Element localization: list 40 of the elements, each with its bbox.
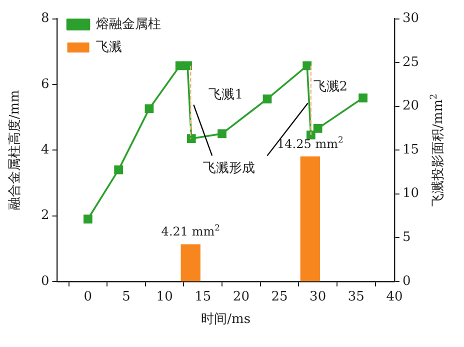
point (144, 104, 154, 114)
x-tick-label: 15 (194, 290, 212, 305)
y-tick-label: 6 (40, 76, 50, 92)
y2-tick-label: 10 (402, 186, 420, 202)
y2-tick-label: 15 (402, 142, 420, 158)
x-tick-label: 25 (271, 290, 288, 305)
point (183, 61, 192, 70)
y2-tick-label: 25 (402, 54, 420, 70)
y-axis-title: 融合金属柱高度/mm (6, 90, 23, 210)
point (302, 61, 312, 70)
x-tick-label: 35 (348, 290, 364, 305)
y-tick-label: 0 (40, 274, 50, 289)
y-tick-label: 8 (40, 11, 50, 26)
y2-axis-title: 飞溅投影面积/mm2 (429, 94, 446, 207)
x-tick-label: 30 (310, 290, 326, 305)
point (186, 134, 196, 144)
point (262, 94, 272, 104)
annotation: 飞溅1 (208, 87, 244, 102)
y2-tick-label: 20 (402, 98, 420, 114)
point (358, 93, 368, 102)
legend-label: 熔融金属柱 (96, 16, 161, 32)
point (83, 214, 92, 224)
y2-tick-label: 0 (402, 274, 411, 289)
point (114, 165, 124, 174)
y2-tick-label: 30 (402, 11, 420, 26)
x-tick-label: 5 (122, 290, 130, 305)
x-tick-label: 20 (232, 290, 250, 305)
point (306, 130, 316, 140)
annotation: 飞溅形成 (203, 160, 256, 176)
x-tick-label: 0 (84, 290, 92, 305)
annotation: 飞溅2 (313, 79, 348, 94)
x-tick-label: 10 (156, 290, 173, 305)
x-axis-title: 时间/ms (201, 312, 251, 327)
y-tick-label: 2 (40, 208, 50, 224)
x-tick-label: 40 (386, 290, 403, 305)
legend-label: 飞溅 (96, 40, 122, 55)
point (313, 124, 322, 133)
point (218, 129, 226, 138)
y2-tick-label: 5 (402, 230, 411, 246)
y-tick-label: 4 (40, 142, 50, 158)
